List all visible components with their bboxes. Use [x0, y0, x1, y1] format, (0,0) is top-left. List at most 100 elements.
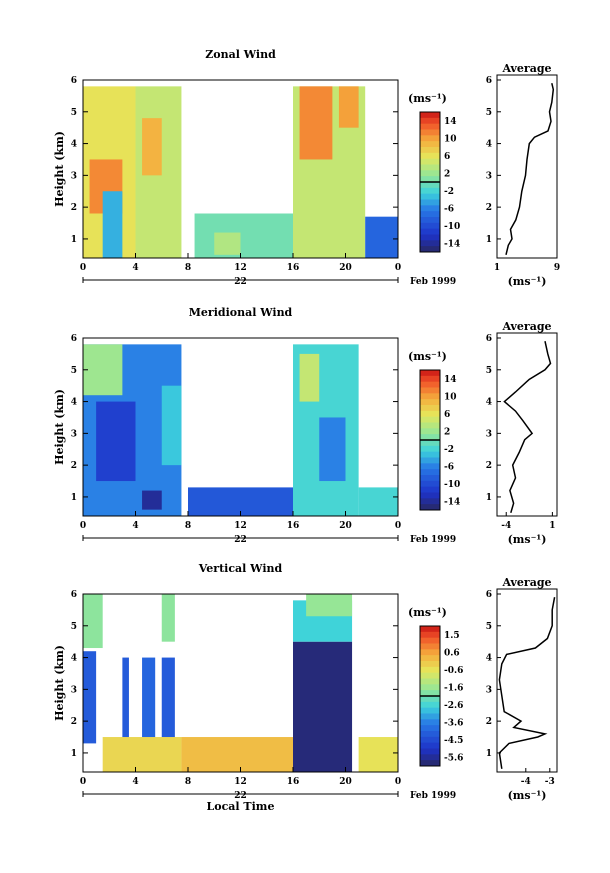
profile-title: Average: [501, 320, 551, 333]
heatmap-cell: [194, 213, 293, 258]
colorbar-segment: [420, 684, 440, 691]
x-tick-label: 16: [287, 777, 300, 787]
profile-y-tick-label: 3: [486, 685, 492, 695]
colorbar-segment: [420, 123, 440, 130]
profile-y-tick-label: 4: [486, 654, 492, 664]
heatmap-cell: [214, 232, 241, 255]
colorbar-tick-label: 2: [444, 427, 450, 437]
x-tick-label: 16: [287, 521, 300, 531]
colorbar-segment: [420, 112, 440, 119]
colorbar-segment: [420, 661, 440, 668]
profile-frame: [496, 74, 558, 259]
date-label: 22: [234, 791, 247, 801]
x-tick-label: 0: [80, 777, 86, 787]
colorbar-segment: [420, 626, 440, 633]
colorbar-tick-label: -5.6: [444, 753, 463, 763]
colorbar-segment: [420, 170, 440, 177]
colorbar-segment: [420, 147, 440, 154]
colorbar-tick-label: 10: [444, 392, 457, 402]
x-axis-label: Local Time: [207, 800, 275, 813]
colorbar-segment: [420, 475, 440, 482]
profile-x-label: (ms⁻¹): [508, 275, 547, 288]
colorbar-segment: [420, 666, 440, 674]
month-label: Feb 1999: [410, 277, 456, 287]
colorbar-tick-label: 0.6: [444, 648, 460, 658]
y-tick-label: 1: [71, 749, 77, 759]
profile-y-tick-label: 1: [486, 749, 492, 759]
colorbar-segment: [420, 731, 440, 738]
y-tick-label: 5: [71, 366, 77, 376]
y-tick-label: 2: [71, 717, 77, 727]
colorbar-segment: [420, 428, 440, 435]
profile-x-label: (ms⁻¹): [508, 789, 547, 802]
colorbar-segment: [420, 434, 440, 441]
colorbar-segment: [420, 631, 440, 639]
heatmap-cell: [96, 401, 136, 482]
x-tick-label: 12: [234, 263, 247, 273]
heatmap-cell: [161, 594, 175, 642]
profile-y-tick-label: 2: [486, 203, 492, 213]
profile-y-tick-label: 6: [486, 334, 492, 344]
y-axis-label: Height (km): [53, 131, 66, 207]
heatmap-cell: [299, 353, 320, 402]
heatmap-cell: [83, 344, 123, 396]
colorbar-segment: [420, 182, 440, 189]
profile-y-tick-label: 2: [486, 461, 492, 471]
x-tick-label: 0: [395, 521, 401, 531]
date-label: 22: [234, 535, 247, 545]
colorbar-segment: [420, 158, 440, 165]
heatmap-cell: [338, 86, 359, 128]
profile-title: Average: [501, 576, 551, 589]
heatmap-cell: [83, 594, 103, 649]
colorbar-segment: [420, 164, 440, 171]
y-tick-label: 6: [71, 334, 77, 344]
colorbar-tick-label: -0.6: [444, 666, 463, 676]
colorbar-segment: [420, 457, 440, 464]
profile-y-tick-label: 6: [486, 590, 492, 600]
colorbar-segment: [420, 492, 440, 499]
heatmap-cell: [102, 737, 182, 772]
profile-x-tick-label: -4: [521, 777, 531, 787]
profile-y-tick-label: 5: [486, 622, 492, 632]
panel-title: Zonal Wind: [205, 48, 276, 61]
colorbar-segment: [420, 440, 440, 447]
colorbar-segment: [420, 205, 440, 212]
x-tick-label: 20: [339, 777, 352, 787]
profile-y-tick-label: 2: [486, 717, 492, 727]
x-tick-label: 8: [185, 777, 191, 787]
x-tick-label: 4: [132, 777, 138, 787]
colorbar-segment: [420, 707, 440, 714]
y-tick-label: 1: [71, 235, 77, 245]
colorbar-segment: [420, 504, 440, 511]
x-tick-label: 12: [234, 521, 247, 531]
heatmap-cell: [299, 86, 333, 160]
colorbar-segment: [420, 480, 440, 488]
y-tick-label: 4: [71, 654, 77, 664]
colorbar-segment: [420, 211, 440, 218]
colorbar-segment: [420, 117, 440, 125]
x-tick-label: 16: [287, 263, 300, 273]
colorbar-segment: [420, 176, 440, 183]
colorbar-segment: [420, 405, 440, 412]
y-tick-label: 5: [71, 622, 77, 632]
y-tick-label: 1: [71, 493, 77, 503]
profile-y-tick-label: 4: [486, 140, 492, 150]
colorbar-tick-label: -10: [444, 222, 460, 232]
panel-title: Vertical Wind: [198, 562, 283, 575]
colorbar-segment: [420, 469, 440, 476]
colorbar-segment: [420, 736, 440, 744]
x-tick-label: 4: [132, 263, 138, 273]
colorbar-segment: [420, 713, 440, 720]
colorbar-segment: [420, 240, 440, 247]
profile-x-tick-label: 1: [549, 521, 555, 531]
colorbar-segment: [420, 463, 440, 470]
colorbar-segment: [420, 643, 440, 650]
heatmap-cell: [161, 385, 182, 466]
colorbar-segment: [420, 742, 440, 749]
profile-x-tick-label: -4: [501, 521, 511, 531]
profile-y-tick-label: 6: [486, 76, 492, 86]
colorbar-segment: [420, 246, 440, 253]
heatmap-cell: [306, 594, 353, 617]
